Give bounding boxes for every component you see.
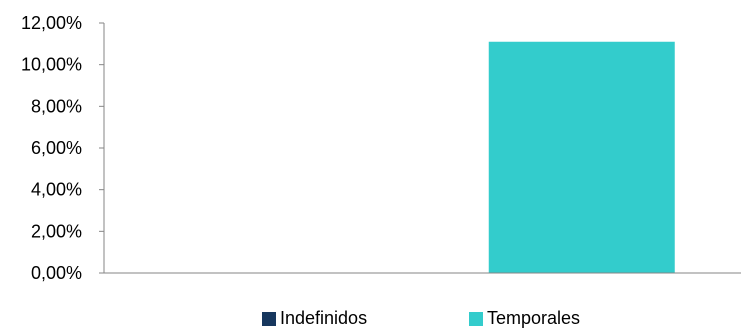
y-axis-ticks: 0,00% 2,00% 4,00% 6,00% 8,00% 10,00% 12,00% — [21, 13, 104, 283]
legend-swatch-temporales — [469, 311, 483, 326]
legend-label-temporales: Temporales — [487, 308, 581, 328]
y-tick-label: 4,00% — [31, 180, 82, 200]
y-tick-label: 0,00% — [31, 263, 82, 283]
legend-swatch-indefinidos — [262, 311, 276, 326]
y-tick-label: 6,00% — [31, 138, 82, 158]
bar-temporales — [488, 41, 675, 273]
bars — [488, 41, 675, 273]
y-tick-label: 10,00% — [21, 55, 82, 75]
legend-label-indefinidos: Indefinidos — [280, 308, 368, 328]
y-tick-label: 12,00% — [21, 13, 82, 33]
legend-item-indefinidos: Indefinidos — [262, 308, 367, 329]
legend-item-temporales: Temporales — [469, 308, 580, 329]
y-tick-label: 2,00% — [31, 221, 82, 241]
y-tick-label: 8,00% — [31, 96, 82, 116]
legend: Indefinidos Temporales — [0, 308, 751, 334]
